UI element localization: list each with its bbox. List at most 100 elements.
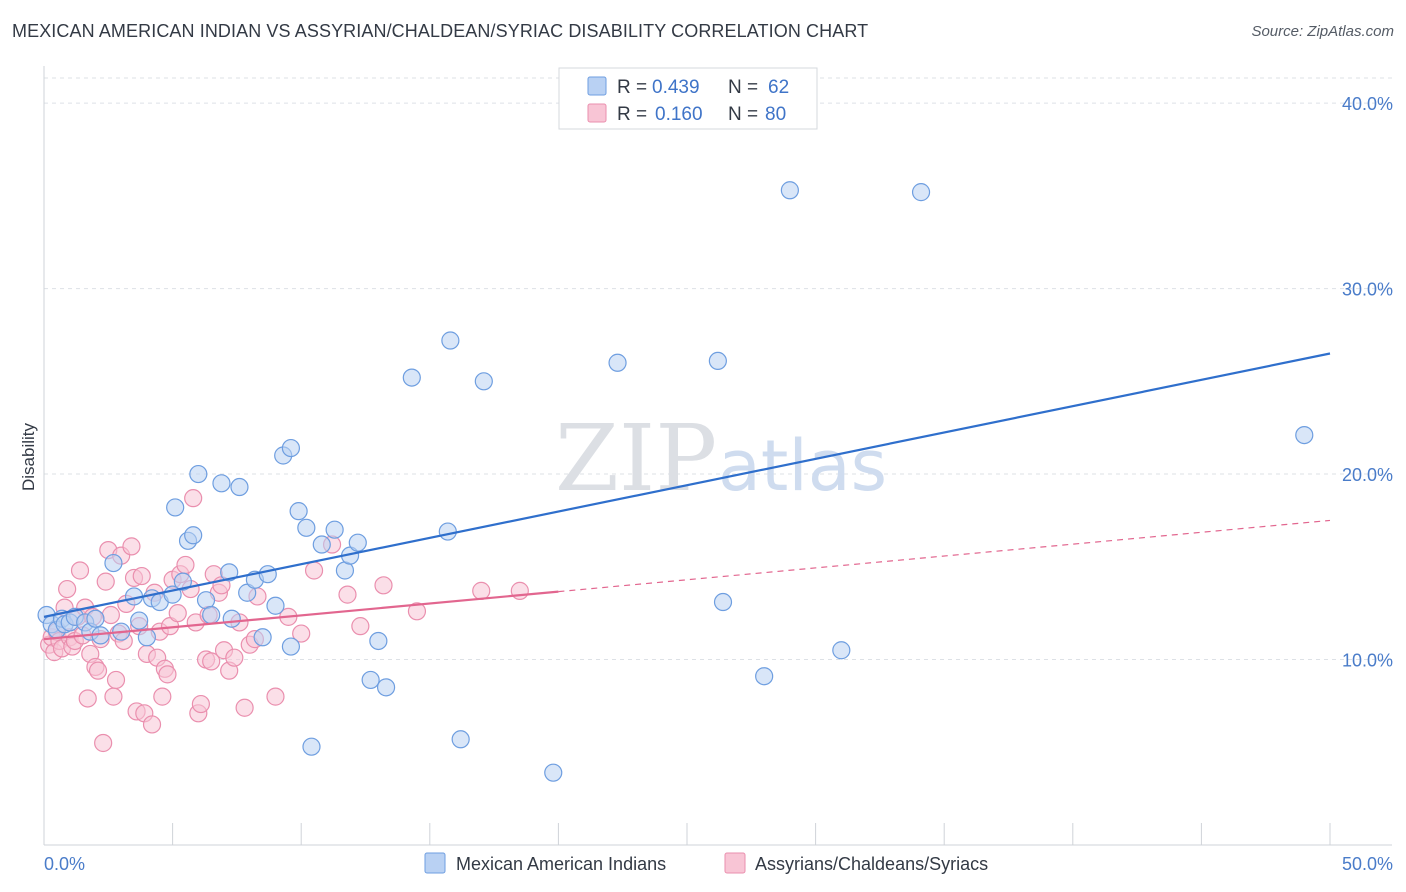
legend-r-label-1: R = — [617, 77, 647, 98]
pink-point — [191, 694, 210, 714]
blue-point — [230, 477, 249, 497]
blue-point — [361, 670, 380, 690]
series-legend: Mexican American Indians Assyrians/Chald… — [424, 852, 988, 874]
pink-point — [235, 698, 254, 717]
pink-point — [88, 661, 108, 680]
blue-point — [544, 763, 563, 782]
pink-point — [351, 617, 370, 636]
y-tick-label: 10.0% — [1342, 651, 1393, 671]
blue-point — [184, 526, 203, 545]
pink-point — [142, 715, 162, 734]
x-tick-label-max: 50.0% — [1342, 854, 1393, 874]
trend-line-pink-solid — [43, 590, 559, 641]
blue-point — [911, 183, 931, 202]
blue-point — [137, 628, 156, 647]
blue-point — [451, 730, 470, 749]
pink-point — [168, 604, 187, 623]
blue-point — [166, 498, 185, 517]
pink-point — [292, 624, 311, 643]
x-tick-label-min: 0.0% — [44, 854, 85, 874]
pink-point — [70, 561, 90, 580]
blue-point — [755, 667, 774, 686]
blue-point — [348, 533, 367, 552]
blue-point — [222, 609, 241, 628]
legend-n-label-2: N = — [728, 104, 758, 125]
axes — [43, 66, 1392, 846]
y-tick-label: 30.0% — [1342, 280, 1393, 300]
pink-point — [202, 652, 221, 671]
blue-point — [86, 609, 105, 628]
pink-point — [104, 687, 123, 706]
legend-n-value-2: 80 — [765, 104, 786, 125]
watermark-zip: ZIP — [555, 405, 717, 512]
stats-legend: R = 0.439 N = 62 R = 0.160 N = 80 — [558, 67, 818, 130]
pink-point — [106, 670, 126, 690]
series-legend-swatch-blue — [424, 852, 446, 874]
pink-point — [122, 537, 141, 556]
blue-point — [281, 438, 301, 458]
pink-point — [338, 585, 357, 604]
blue-point — [104, 553, 123, 573]
blue-point — [325, 520, 344, 539]
chart-title: MEXICAN AMERICAN INDIAN VS ASSYRIAN/CHAL… — [12, 21, 869, 41]
y-axis-label: Disability — [19, 422, 38, 491]
series-legend-label-pink: Assyrians/Chaldeans/Syriacs — [755, 854, 988, 874]
pink-point — [266, 687, 285, 706]
pink-point — [96, 572, 115, 591]
blue-point — [312, 535, 331, 554]
blue-point — [376, 678, 396, 697]
blue-point — [266, 596, 285, 615]
blue-point — [212, 474, 231, 493]
blue-point — [173, 572, 192, 591]
pink-point — [184, 489, 203, 508]
pink-point — [407, 602, 427, 621]
pink-point — [101, 605, 120, 625]
pink-point — [158, 665, 177, 684]
legend-swatch-pink — [587, 103, 607, 123]
series-legend-swatch-pink — [724, 852, 746, 874]
pink-point — [132, 566, 151, 586]
x-tick-labels: 0.0% 50.0% — [44, 854, 1393, 874]
blue-point — [130, 611, 149, 630]
blue-point — [713, 592, 733, 612]
blue-point — [1295, 425, 1314, 445]
blue-point — [832, 641, 851, 660]
legend-r-value-1: 0.439 — [652, 77, 700, 98]
pink-point — [58, 579, 77, 599]
series-legend-label-blue: Mexican American Indians — [456, 854, 666, 874]
blue-point — [402, 368, 421, 387]
blue-point — [220, 563, 239, 582]
pink-point — [78, 689, 97, 708]
pink-point — [153, 687, 172, 706]
y-tick-label: 40.0% — [1342, 94, 1393, 114]
trend-line-pink-dashed — [558, 519, 1331, 593]
trend-lines — [43, 352, 1331, 641]
blue-point — [441, 331, 460, 350]
legend-n-label-1: N = — [728, 77, 758, 98]
blue-point — [289, 502, 308, 521]
legend-r-value-2: 0.160 — [655, 104, 703, 125]
pink-point — [94, 733, 113, 753]
blue-point — [608, 353, 627, 372]
blue-point — [302, 737, 321, 756]
y-tick-labels: 10.0% 20.0% 30.0% 40.0% — [1342, 94, 1393, 670]
blue-point — [202, 605, 221, 625]
legend-r-label-2: R = — [617, 104, 647, 125]
legend-swatch-blue — [587, 76, 607, 96]
blue-points — [37, 181, 1314, 782]
blue-point — [258, 565, 277, 584]
pink-point — [374, 576, 393, 595]
blue-point — [253, 628, 272, 647]
blue-point — [474, 372, 493, 391]
blue-point — [780, 181, 799, 200]
blue-point — [189, 464, 208, 484]
blue-point — [708, 351, 727, 371]
pink-point — [304, 561, 324, 580]
blue-point — [369, 631, 388, 651]
source-credit: Source: ZipAtlas.com — [1251, 23, 1394, 40]
legend-n-value-1: 62 — [768, 77, 789, 98]
blue-point — [297, 518, 316, 537]
blue-point — [438, 522, 457, 541]
pink-point — [176, 555, 195, 575]
